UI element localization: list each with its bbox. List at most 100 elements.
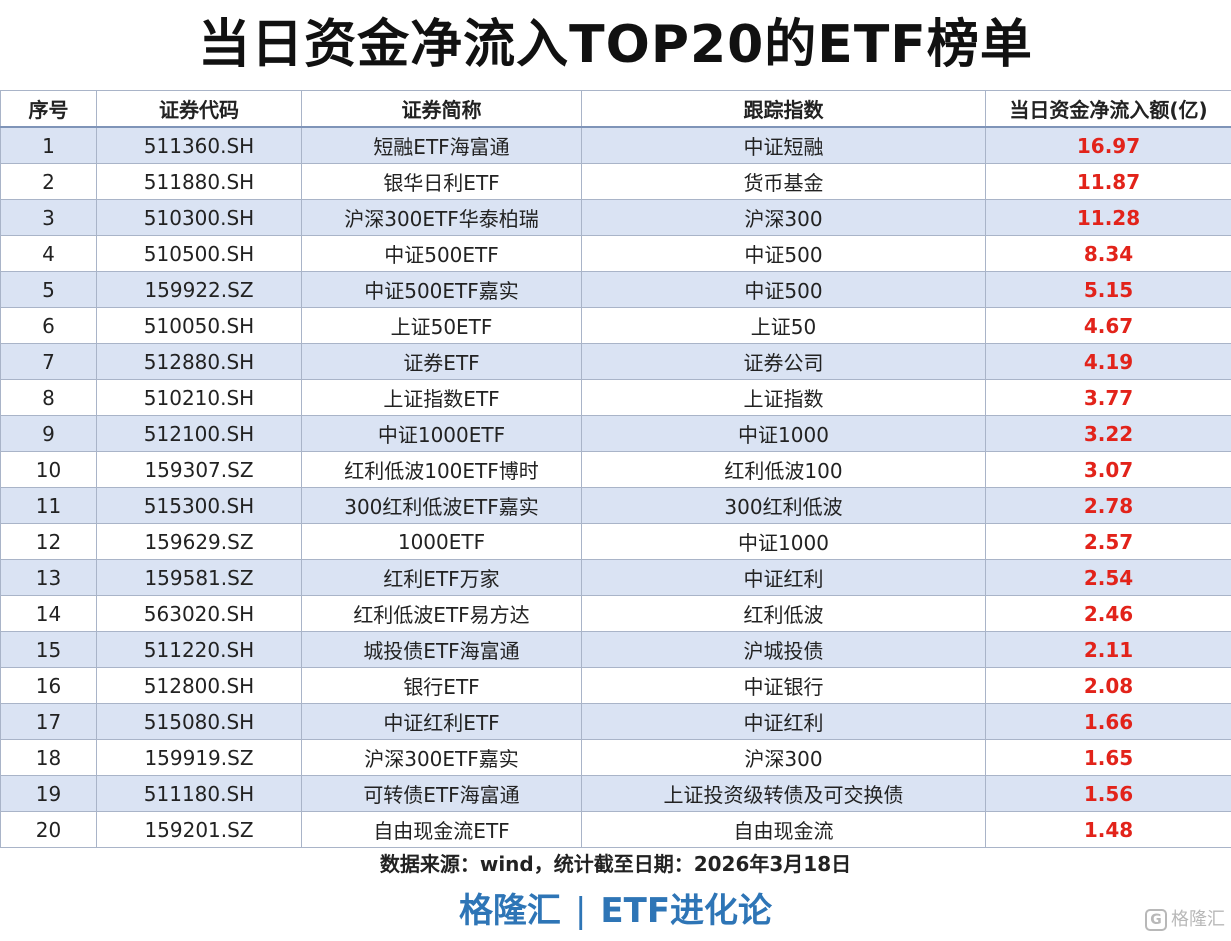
cell-tracked-index: 中证1000 (581, 523, 986, 560)
cell-code: 511180.SH (96, 775, 302, 812)
cell-name: 上证50ETF (301, 307, 582, 344)
table-row: 2 511880.SH 银华日利ETF 货币基金 11.87 (0, 163, 1231, 200)
cell-tracked-index: 沪深300 (581, 199, 986, 236)
cell-tracked-index: 中证1000 (581, 415, 986, 452)
watermark-text: 格隆汇 (1171, 909, 1225, 930)
table-row: 18 159919.SZ 沪深300ETF嘉实 沪深300 1.65 (0, 739, 1231, 776)
cell-index: 1 (0, 126, 97, 164)
cell-code: 510300.SH (96, 199, 302, 236)
cell-index: 2 (0, 163, 97, 200)
cell-index: 12 (0, 523, 97, 560)
cell-name: 300红利低波ETF嘉实 (301, 487, 582, 524)
cell-name: 1000ETF (301, 523, 582, 560)
cell-name: 自由现金流ETF (301, 811, 582, 848)
col-header-code: 证券代码 (96, 90, 302, 128)
table-row: 1 511360.SH 短融ETF海富通 中证短融 16.97 (0, 126, 1231, 164)
table-row: 11 515300.SH 300红利低波ETF嘉实 300红利低波 2.78 (0, 487, 1231, 524)
cell-tracked-index: 上证50 (581, 307, 986, 344)
cell-name: 短融ETF海富通 (301, 126, 582, 164)
cell-net-inflow: 4.67 (985, 307, 1231, 344)
cell-tracked-index: 红利低波100 (581, 451, 986, 488)
cell-tracked-index: 中证红利 (581, 559, 986, 596)
table-row: 4 510500.SH 中证500ETF 中证500 8.34 (0, 235, 1231, 272)
cell-code: 159922.SZ (96, 271, 302, 308)
cell-index: 13 (0, 559, 97, 596)
cell-code: 159201.SZ (96, 811, 302, 848)
etf-table: 序号 证券代码 证券简称 跟踪指数 当日资金净流入额(亿) 1 511360.SH 短融ET… (0, 90, 1231, 848)
cell-code: 510050.SH (96, 307, 302, 344)
table-body: 1 511360.SH 短融ETF海富通 中证短融 16.97 2 511880.SH 银华日… (0, 126, 1231, 848)
cell-net-inflow: 3.22 (985, 415, 1231, 452)
cell-name: 银华日利ETF (301, 163, 582, 200)
cell-code: 159919.SZ (96, 739, 302, 776)
brand-column-name: ETF进化论 (600, 891, 773, 931)
cell-tracked-index: 中证短融 (581, 126, 986, 164)
cell-code: 515080.SH (96, 703, 302, 740)
cell-name: 红利ETF万家 (301, 559, 582, 596)
cell-net-inflow: 3.77 (985, 379, 1231, 416)
watermark-logo-icon: G (1145, 909, 1167, 931)
cell-tracked-index: 货币基金 (581, 163, 986, 200)
cell-net-inflow: 2.54 (985, 559, 1231, 596)
cell-net-inflow: 16.97 (985, 126, 1231, 164)
cell-net-inflow: 2.11 (985, 631, 1231, 668)
cell-name: 上证指数ETF (301, 379, 582, 416)
cell-index: 7 (0, 343, 97, 380)
cell-tracked-index: 300红利低波 (581, 487, 986, 524)
cell-code: 511880.SH (96, 163, 302, 200)
cell-name: 可转债ETF海富通 (301, 775, 582, 812)
cell-tracked-index: 中证银行 (581, 667, 986, 704)
cell-name: 中证1000ETF (301, 415, 582, 452)
cell-index: 3 (0, 199, 97, 236)
table-row: 15 511220.SH 城投债ETF海富通 沪城投债 2.11 (0, 631, 1231, 668)
table-row: 7 512880.SH 证券ETF 证券公司 4.19 (0, 343, 1231, 380)
table-row: 20 159201.SZ 自由现金流ETF 自由现金流 1.48 (0, 811, 1231, 848)
cell-tracked-index: 中证500 (581, 271, 986, 308)
cell-tracked-index: 沪深300 (581, 739, 986, 776)
brand-name: 格隆汇 (458, 891, 561, 931)
table-row: 13 159581.SZ 红利ETF万家 中证红利 2.54 (0, 559, 1231, 596)
table-row: 19 511180.SH 可转债ETF海富通 上证投资级转债及可交换债 1.56 (0, 775, 1231, 812)
table-row: 3 510300.SH 沪深300ETF华泰柏瑞 沪深300 11.28 (0, 199, 1231, 236)
table-row: 16 512800.SH 银行ETF 中证银行 2.08 (0, 667, 1231, 704)
cell-index: 10 (0, 451, 97, 488)
cell-tracked-index: 沪城投债 (581, 631, 986, 668)
cell-name: 城投债ETF海富通 (301, 631, 582, 668)
cell-index: 16 (0, 667, 97, 704)
cell-code: 511220.SH (96, 631, 302, 668)
cell-net-inflow: 3.07 (985, 451, 1231, 488)
cell-code: 512100.SH (96, 415, 302, 452)
cell-net-inflow: 4.19 (985, 343, 1231, 380)
cell-code: 510500.SH (96, 235, 302, 272)
cell-net-inflow: 8.34 (985, 235, 1231, 272)
watermark: G 格隆汇 (1145, 907, 1225, 933)
cell-index: 5 (0, 271, 97, 308)
table-row: 9 512100.SH 中证1000ETF 中证1000 3.22 (0, 415, 1231, 452)
cell-name: 中证500ETF (301, 235, 582, 272)
brand-separator: | (574, 891, 587, 931)
cell-net-inflow: 2.78 (985, 487, 1231, 524)
cell-tracked-index: 中证红利 (581, 703, 986, 740)
cell-net-inflow: 11.87 (985, 163, 1231, 200)
cell-index: 8 (0, 379, 97, 416)
cell-net-inflow: 2.57 (985, 523, 1231, 560)
cell-index: 9 (0, 415, 97, 452)
cell-code: 563020.SH (96, 595, 302, 632)
table-row: 14 563020.SH 红利低波ETF易方达 红利低波 2.46 (0, 595, 1231, 632)
cell-index: 14 (0, 595, 97, 632)
cell-name: 沪深300ETF嘉实 (301, 739, 582, 776)
cell-tracked-index: 自由现金流 (581, 811, 986, 848)
cell-index: 4 (0, 235, 97, 272)
cell-net-inflow: 1.66 (985, 703, 1231, 740)
page-title: 当日资金净流入TOP20的ETF榜单 (198, 15, 1033, 75)
cell-index: 17 (0, 703, 97, 740)
cell-index: 15 (0, 631, 97, 668)
cell-net-inflow: 2.46 (985, 595, 1231, 632)
col-header-name: 证券简称 (301, 90, 582, 128)
cell-name: 中证红利ETF (301, 703, 582, 740)
cell-tracked-index: 红利低波 (581, 595, 986, 632)
col-header-index-tracked: 跟踪指数 (581, 90, 986, 128)
data-source-note: 数据来源：wind，统计截至日期：2026年3月18日 (379, 852, 852, 876)
cell-index: 11 (0, 487, 97, 524)
cell-net-inflow: 2.08 (985, 667, 1231, 704)
